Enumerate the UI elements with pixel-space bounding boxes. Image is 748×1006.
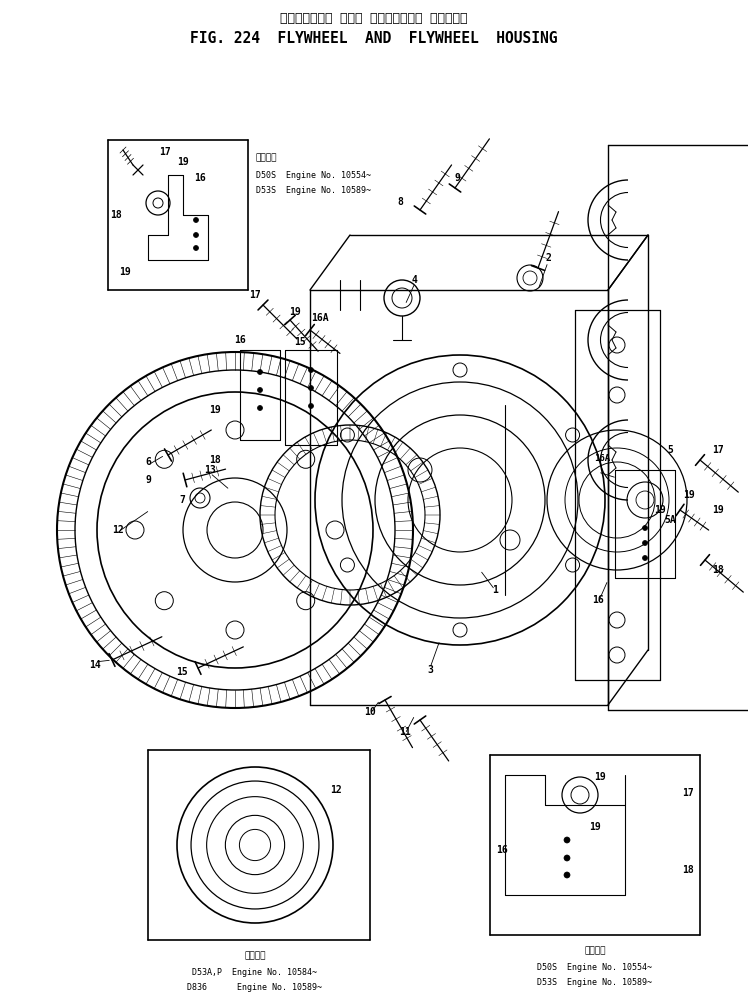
Text: 適用中当: 適用中当 (256, 154, 278, 163)
Text: 9: 9 (454, 173, 460, 183)
Text: 10: 10 (364, 707, 376, 717)
Text: 17: 17 (682, 788, 694, 798)
Text: 17: 17 (249, 290, 261, 300)
Text: 12: 12 (112, 525, 124, 535)
Text: 9: 9 (145, 475, 151, 485)
Text: D53S  Engine No. 10589~: D53S Engine No. 10589~ (538, 978, 652, 987)
Text: 12: 12 (330, 785, 342, 795)
Circle shape (194, 245, 198, 250)
Text: 18: 18 (209, 455, 221, 465)
Text: 適用中当: 適用中当 (245, 951, 266, 960)
Text: 11: 11 (399, 727, 411, 737)
Text: 16A: 16A (594, 454, 610, 463)
Text: フライホイール および フライホイール ハウジング: フライホイール および フライホイール ハウジング (280, 11, 468, 24)
Circle shape (194, 217, 198, 222)
Circle shape (643, 540, 648, 545)
Text: 19: 19 (209, 405, 221, 415)
Text: 15: 15 (294, 337, 306, 347)
Text: 19: 19 (654, 505, 666, 515)
Text: 6: 6 (145, 457, 151, 467)
Circle shape (257, 387, 263, 392)
Text: 3: 3 (427, 665, 433, 675)
Text: 18: 18 (682, 865, 694, 875)
Text: FIG. 224  FLYWHEEL  AND  FLYWHEEL  HOUSING: FIG. 224 FLYWHEEL AND FLYWHEEL HOUSING (190, 30, 558, 45)
Text: 18: 18 (110, 210, 122, 220)
Text: 17: 17 (712, 445, 724, 455)
Text: D53A,P  Engine No. 10584~: D53A,P Engine No. 10584~ (192, 968, 317, 977)
Text: 16A: 16A (311, 313, 329, 323)
Text: D50S  Engine No. 10554~: D50S Engine No. 10554~ (256, 170, 371, 179)
Circle shape (308, 403, 313, 408)
Text: 4: 4 (412, 275, 418, 285)
Text: 7: 7 (179, 495, 185, 505)
Text: 8: 8 (397, 197, 403, 207)
Circle shape (643, 525, 648, 530)
Text: 19: 19 (594, 772, 606, 782)
Text: D836      Engine No. 10589~: D836 Engine No. 10589~ (188, 983, 322, 992)
Circle shape (308, 367, 313, 372)
Text: 14: 14 (89, 660, 101, 670)
Text: 19: 19 (683, 490, 695, 500)
Circle shape (308, 385, 313, 390)
Circle shape (564, 855, 570, 861)
Text: 2: 2 (545, 253, 551, 263)
Text: 5: 5 (667, 445, 673, 455)
Text: 13: 13 (204, 465, 216, 475)
Circle shape (194, 232, 198, 237)
Circle shape (643, 555, 648, 560)
Text: 17: 17 (159, 147, 171, 157)
Text: 19: 19 (712, 505, 724, 515)
Text: D50S  Engine No. 10554~: D50S Engine No. 10554~ (538, 963, 652, 972)
Circle shape (257, 405, 263, 410)
Text: D53S  Engine No. 10589~: D53S Engine No. 10589~ (256, 185, 371, 194)
Text: 15: 15 (176, 667, 188, 677)
Text: 19: 19 (177, 157, 189, 167)
Text: 19: 19 (589, 822, 601, 832)
Circle shape (564, 837, 570, 843)
Text: 適用中当: 適用中当 (584, 946, 606, 955)
Text: 1: 1 (492, 585, 498, 595)
Circle shape (257, 369, 263, 374)
Text: 16: 16 (496, 845, 508, 855)
Text: 19: 19 (289, 307, 301, 317)
Text: 19: 19 (119, 267, 131, 277)
Text: 18: 18 (712, 565, 724, 575)
Text: 5A: 5A (664, 515, 676, 525)
Text: 16: 16 (592, 595, 604, 605)
Circle shape (564, 872, 570, 878)
Text: 16: 16 (194, 173, 206, 183)
Text: 16: 16 (234, 335, 246, 345)
